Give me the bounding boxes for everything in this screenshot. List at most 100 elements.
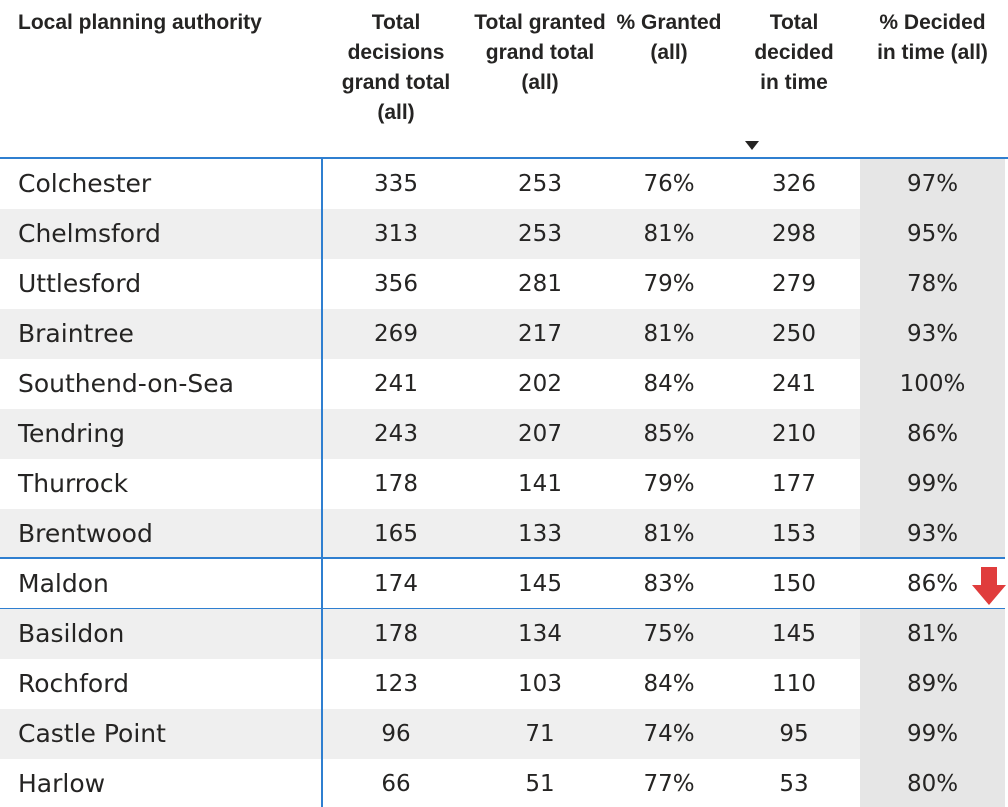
- table-cell: 133: [518, 521, 562, 547]
- column-header[interactable]: Local planning authority: [18, 11, 262, 34]
- table-row[interactable]: Colchester 335 253 76% 326 97%: [0, 159, 1005, 209]
- table-cell: 298: [772, 221, 816, 247]
- table-cell: 145: [772, 621, 816, 647]
- table-cell: 178: [374, 471, 418, 497]
- table-cell: 84%: [643, 671, 695, 697]
- table-row[interactable]: Braintree 269 217 81% 250 93%: [0, 309, 1005, 359]
- table-cell: 81%: [643, 221, 695, 247]
- table-cell: 123: [374, 671, 418, 697]
- table-cell: 253: [518, 171, 562, 197]
- table-cell: 66: [381, 771, 411, 797]
- highlight-cell-bg: [860, 259, 1005, 309]
- authority-name: Braintree: [18, 319, 134, 348]
- down-arrow-icon: [972, 567, 1006, 605]
- authority-name: Basildon: [18, 619, 125, 648]
- table-cell: 80%: [906, 771, 959, 797]
- table-cell: 84%: [643, 371, 695, 397]
- table-cell: 202: [518, 371, 562, 397]
- table-cell: 177: [772, 471, 816, 497]
- column-header[interactable]: Total granted grand total (all): [474, 11, 606, 94]
- table-cell: 178: [374, 621, 418, 647]
- table-cell: 335: [374, 171, 418, 197]
- table-row[interactable]: Basildon 178 134 75% 145 81%: [0, 609, 1005, 659]
- authority-name: Thurrock: [18, 469, 129, 498]
- table-row[interactable]: Harlow 66 51 77% 53 80%: [0, 759, 1005, 807]
- highlight-cell-bg: [860, 459, 1005, 509]
- highlight-cell-bg: [860, 709, 1005, 759]
- table-cell: 95%: [906, 221, 959, 247]
- table-cell: 217: [518, 321, 562, 347]
- authority-name: Uttlesford: [18, 269, 142, 298]
- highlight-cell-bg: [860, 559, 1005, 609]
- authority-name: Southend-on-Sea: [18, 369, 234, 398]
- table-cell: 85%: [643, 421, 695, 447]
- table-cell: 210: [772, 421, 816, 447]
- authority-name: Brentwood: [18, 519, 153, 548]
- table-cell: 89%: [906, 671, 959, 697]
- column-header[interactable]: Total decisions grand total (all): [341, 11, 451, 124]
- table-row[interactable]: Uttlesford 356 281 79% 279 78%: [0, 259, 1005, 309]
- table-cell: 86%: [906, 571, 959, 597]
- table-cell: 81%: [643, 521, 695, 547]
- table-cell: 141: [518, 471, 562, 497]
- authority-name: Harlow: [18, 769, 106, 798]
- table-cell: 241: [374, 371, 418, 397]
- table-cell: 134: [518, 621, 562, 647]
- table-cell: 75%: [643, 621, 695, 647]
- table-cell: 243: [374, 421, 418, 447]
- header-divider: [0, 157, 1008, 159]
- table-row[interactable]: Rochford 123 103 84% 110 89%: [0, 659, 1005, 709]
- authority-name: Castle Point: [18, 719, 166, 748]
- highlight-cell-bg: [860, 509, 1005, 559]
- table-row[interactable]: Tendring 243 207 85% 210 86%: [0, 409, 1005, 459]
- table-row[interactable]: Thurrock 178 141 79% 177 99%: [0, 459, 1005, 509]
- table-cell: 100%: [899, 371, 966, 397]
- table-cell: 174: [374, 571, 418, 597]
- table-cell: 83%: [643, 571, 695, 597]
- table-cell: 76%: [643, 171, 695, 197]
- table-cell: 250: [772, 321, 816, 347]
- table-cell: 51: [525, 771, 555, 797]
- highlight-cell-bg: [860, 609, 1005, 659]
- authority-name: Maldon: [18, 569, 109, 598]
- table-row[interactable]: Brentwood 165 133 81% 153 93%: [0, 509, 1005, 559]
- highlight-cell-bg: [860, 659, 1005, 709]
- highlight-cell-bg: [860, 359, 1005, 409]
- highlight-cell-bg: [860, 209, 1005, 259]
- table-cell: 81%: [906, 621, 959, 647]
- table-cell: 99%: [906, 471, 959, 497]
- table-cell: 253: [518, 221, 562, 247]
- table-row[interactable]: Chelmsford 313 253 81% 298 95%: [0, 209, 1005, 259]
- table-cell: 103: [518, 671, 562, 697]
- table-row[interactable]: Southend-on-Sea 241 202 84% 241 100%: [0, 359, 1005, 409]
- column-header[interactable]: % Granted (all): [616, 11, 722, 64]
- table-cell: 313: [374, 221, 418, 247]
- table-cell: 79%: [643, 471, 695, 497]
- table-cell: 145: [518, 571, 562, 597]
- table-cell: 93%: [906, 321, 959, 347]
- column-header[interactable]: % Decided in time (all): [877, 11, 988, 64]
- table-cell: 281: [518, 271, 562, 297]
- table-cell: 79%: [643, 271, 695, 297]
- table-row[interactable]: Maldon 174 145 83% 150 86%: [0, 557, 1006, 611]
- table-cell: 86%: [906, 421, 959, 447]
- table-cell: 81%: [643, 321, 695, 347]
- table-cell: 99%: [906, 721, 959, 747]
- table-cell: 153: [772, 521, 816, 547]
- table-cell: 77%: [643, 771, 695, 797]
- table-cell: 74%: [643, 721, 695, 747]
- highlight-cell-bg: [860, 409, 1005, 459]
- authority-name: Tendring: [18, 419, 126, 448]
- table-cell: 207: [518, 421, 562, 447]
- table-cell: 110: [772, 671, 816, 697]
- table-cell: 97%: [906, 171, 959, 197]
- authority-name: Colchester: [18, 169, 152, 198]
- column-header[interactable]: Total decided in time: [754, 11, 834, 94]
- highlight-cell-bg: [860, 159, 1005, 209]
- table-cell: 96: [381, 721, 411, 747]
- authority-name: Rochford: [18, 669, 129, 698]
- table-row[interactable]: Castle Point 96 71 74% 95 99%: [0, 709, 1005, 759]
- highlight-cell-bg: [860, 309, 1005, 359]
